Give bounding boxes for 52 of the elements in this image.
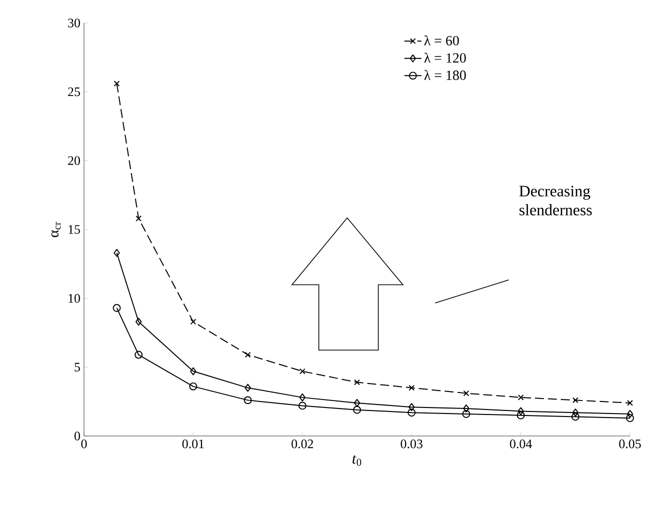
- y-tick-label: 15: [68, 225, 80, 234]
- point: [463, 404, 470, 412]
- point: [244, 396, 252, 404]
- point: [626, 414, 634, 422]
- point: [627, 400, 633, 406]
- x-tick-label: 0: [81, 440, 87, 448]
- point: [298, 402, 306, 410]
- point: [189, 382, 198, 390]
- point: [518, 407, 524, 416]
- legend-label: λ = 180: [424, 70, 466, 80]
- x-tick-label: 0.05: [619, 440, 641, 448]
- legend-label: λ = 60: [424, 35, 459, 46]
- point: [114, 248, 120, 257]
- point: [516, 411, 525, 420]
- point: [190, 318, 196, 325]
- point: [190, 367, 196, 376]
- point: [462, 410, 470, 418]
- point: [299, 368, 306, 374]
- point: [353, 406, 361, 414]
- x-tick-label: 0.02: [292, 440, 314, 448]
- point: [354, 398, 360, 407]
- point: [244, 352, 251, 358]
- point: [135, 318, 142, 326]
- point: [112, 304, 121, 312]
- annotation: Decreasing slenderness: [519, 186, 592, 216]
- x-axis-title: t$_{0}$: [352, 455, 362, 466]
- point: [572, 397, 578, 404]
- point: [244, 384, 251, 392]
- y-tick-label: 30: [68, 18, 80, 28]
- x-tick-label: 0.04: [510, 440, 532, 448]
- point: [408, 384, 415, 391]
- y-tick-label: 25: [68, 87, 80, 96]
- point: [571, 412, 580, 421]
- point: [136, 216, 142, 222]
- y-tick-label: 10: [68, 294, 80, 303]
- point: [572, 408, 579, 417]
- point: [626, 410, 634, 418]
- point: [408, 408, 416, 417]
- x-tick-label: 0.01: [182, 440, 204, 448]
- point: [134, 350, 143, 359]
- legend-label: λ = 120: [424, 52, 466, 63]
- y-axis-title: α$_{cr}$: [51, 222, 61, 238]
- point: [518, 394, 524, 400]
- y-tick-label: 20: [68, 156, 80, 166]
- point: [354, 379, 360, 386]
- point: [114, 80, 120, 87]
- x-tick-label: 0.03: [400, 440, 422, 448]
- point: [408, 403, 415, 412]
- point: [299, 393, 306, 402]
- point: [463, 390, 470, 396]
- y-tick-label: 0: [74, 432, 80, 440]
- y-tick-label: 5: [74, 362, 80, 372]
